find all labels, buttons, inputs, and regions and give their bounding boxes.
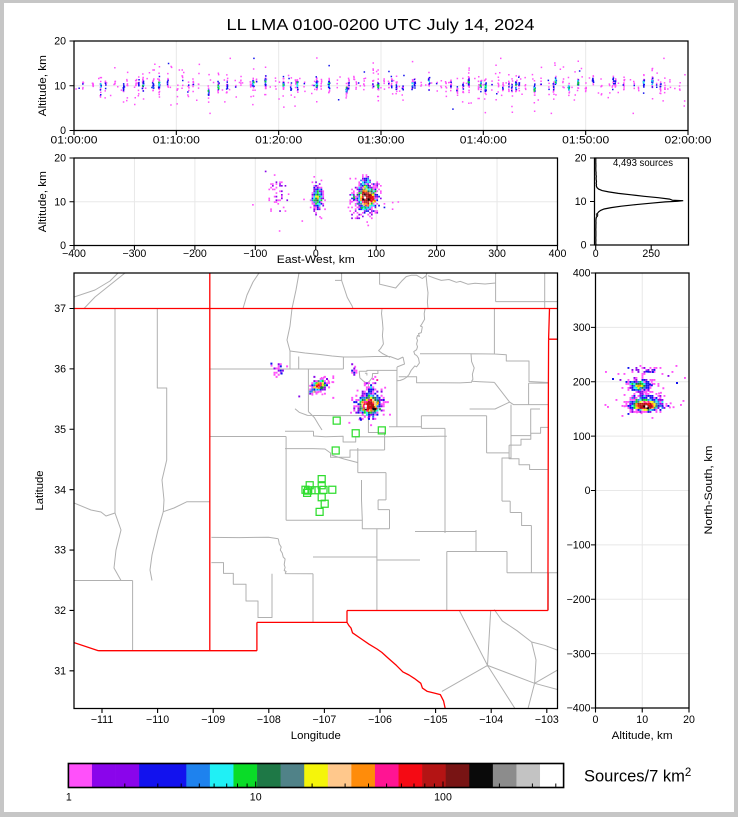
svg-text:0: 0: [585, 485, 591, 497]
svg-text:−100: −100: [243, 248, 267, 260]
svg-text:100: 100: [434, 792, 452, 804]
svg-text:10: 10: [54, 196, 66, 208]
svg-text:20: 20: [575, 153, 587, 165]
svg-text:−300: −300: [122, 248, 146, 260]
svg-text:−108: −108: [257, 714, 281, 726]
svg-text:400: 400: [573, 268, 591, 280]
svg-text:02:00:00: 02:00:00: [665, 135, 712, 147]
svg-text:100: 100: [367, 248, 385, 260]
svg-text:4,493 sources: 4,493 sources: [613, 158, 673, 169]
svg-text:−104: −104: [479, 714, 503, 726]
svg-text:East-West, km: East-West, km: [277, 254, 355, 266]
svg-text:0: 0: [593, 714, 599, 726]
svg-text:−107: −107: [312, 714, 336, 726]
svg-text:−105: −105: [424, 714, 448, 726]
svg-text:10: 10: [54, 81, 66, 93]
svg-text:20: 20: [54, 36, 66, 48]
svg-text:−200: −200: [183, 248, 207, 260]
svg-text:Longitude: Longitude: [291, 730, 341, 742]
svg-text:33: 33: [54, 545, 66, 557]
svg-text:300: 300: [573, 322, 591, 334]
svg-text:−111: −111: [91, 714, 113, 726]
svg-text:North-South, km: North-South, km: [703, 446, 715, 535]
svg-text:1: 1: [66, 792, 72, 804]
svg-text:200: 200: [428, 248, 446, 260]
svg-text:−106: −106: [368, 714, 392, 726]
svg-text:−110: −110: [146, 714, 169, 726]
svg-text:−400: −400: [62, 248, 86, 260]
svg-text:300: 300: [488, 248, 506, 260]
svg-text:250: 250: [642, 248, 660, 260]
svg-text:0: 0: [593, 248, 599, 260]
svg-text:10: 10: [250, 792, 262, 804]
svg-text:01:30:00: 01:30:00: [358, 135, 405, 147]
svg-text:−109: −109: [201, 714, 225, 726]
svg-text:−200: −200: [567, 594, 591, 606]
svg-text:200: 200: [573, 376, 591, 388]
svg-text:Altitude, km: Altitude, km: [37, 171, 49, 232]
svg-text:−100: −100: [567, 540, 591, 552]
svg-text:01:00:00: 01:00:00: [51, 135, 98, 147]
svg-text:01:40:00: 01:40:00: [460, 135, 507, 147]
svg-text:10: 10: [636, 714, 648, 726]
svg-text:0: 0: [313, 248, 319, 260]
svg-text:35: 35: [54, 424, 66, 436]
svg-text:20: 20: [54, 153, 66, 165]
svg-text:Altitude, km: Altitude, km: [612, 730, 673, 742]
svg-text:34: 34: [54, 484, 66, 496]
svg-text:10: 10: [575, 196, 587, 208]
svg-text:36: 36: [54, 364, 66, 376]
svg-text:01:10:00: 01:10:00: [153, 135, 200, 147]
svg-text:400: 400: [549, 248, 567, 260]
svg-text:LL LMA 0100-0200 UTC July 14,: LL LMA 0100-0200 UTC July 14, 2024: [227, 17, 535, 34]
svg-text:01:50:00: 01:50:00: [562, 135, 609, 147]
svg-text:Altitude, km: Altitude, km: [37, 55, 49, 116]
svg-text:−400: −400: [567, 703, 591, 715]
svg-text:20: 20: [683, 714, 695, 726]
svg-text:0: 0: [581, 240, 587, 252]
svg-text:01:20:00: 01:20:00: [255, 135, 302, 147]
svg-text:Sources/7 km2: Sources/7 km2: [584, 767, 691, 786]
svg-text:Latitude: Latitude: [34, 470, 46, 510]
svg-text:−103: −103: [535, 714, 559, 726]
svg-text:32: 32: [54, 605, 66, 617]
svg-text:37: 37: [54, 303, 66, 315]
svg-text:0: 0: [60, 125, 66, 137]
svg-text:0: 0: [60, 240, 66, 252]
svg-text:31: 31: [54, 666, 66, 678]
svg-text:−300: −300: [567, 648, 591, 660]
svg-text:100: 100: [573, 431, 591, 443]
